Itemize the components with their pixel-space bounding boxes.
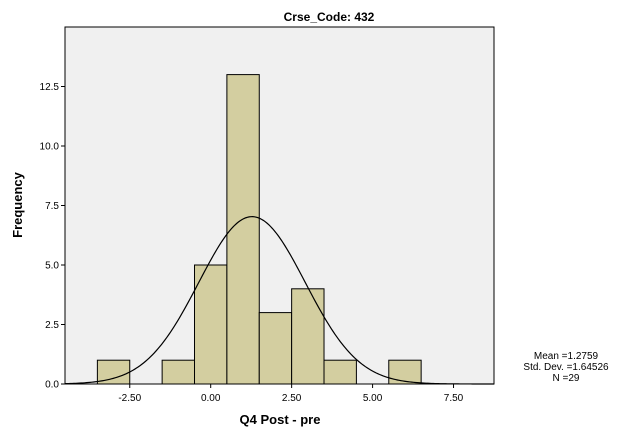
stats-std-dev: Std. Dev. =1.64526: [523, 362, 609, 373]
stats-n: N =29: [553, 373, 580, 384]
histogram-bar: [161, 359, 196, 385]
histogram-bar: [194, 264, 228, 385]
x-tick-label: 7.50: [444, 393, 464, 404]
stats-box: Mean =1.2759 Std. Dev. =1.64526 N =29: [523, 351, 609, 384]
histogram-bar: [226, 74, 260, 385]
y-tick-label: 7.5: [45, 201, 59, 212]
y-tick-label: 2.5: [45, 320, 59, 331]
x-tick-label: 2.50: [282, 393, 302, 404]
histogram-bar: [258, 312, 293, 385]
y-tick-label: 5.0: [45, 261, 59, 272]
y-tick-label: 12.5: [40, 82, 60, 93]
histogram-bar: [388, 359, 422, 385]
histogram-bars: [96, 74, 422, 385]
y-tick-label: 0.0: [45, 380, 59, 391]
normal-curve: [64, 216, 494, 385]
y-axis: 0.0 2.5 5.0 7.5 10.0 12.5: [40, 82, 65, 391]
y-tick-label: 10.0: [40, 142, 60, 153]
stats-mean: Mean =1.2759: [534, 351, 599, 362]
x-tick-label: 0.00: [201, 393, 221, 404]
x-axis: -2.50 0.00 2.50 5.00 7.50: [118, 384, 464, 404]
x-tick-label: -2.50: [118, 393, 141, 404]
x-tick-label: 5.00: [363, 393, 383, 404]
x-axis-title: Q4 Post - pre: [240, 412, 321, 427]
y-axis-title: Frequency: [10, 171, 25, 238]
histogram-bar: [323, 359, 357, 385]
chart-title: Crse_Code: 432: [284, 10, 375, 24]
histogram-bar: [291, 288, 325, 385]
